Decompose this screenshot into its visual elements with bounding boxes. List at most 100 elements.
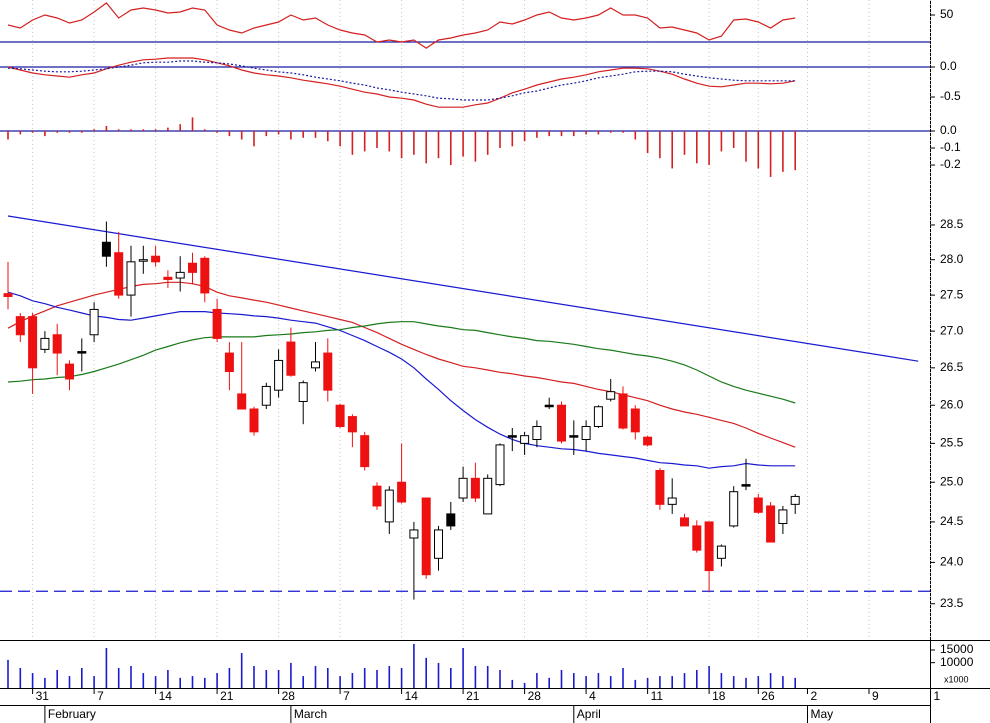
candle-body [274,359,284,391]
y-tick-label: -0.2 [940,157,961,171]
candle-body [101,241,111,257]
month-label: February [48,707,96,721]
candle-body [704,521,714,572]
month-label: March [294,707,327,721]
candle-body [298,382,308,402]
y-tick-label: 50 [940,7,954,21]
candle-body [249,408,259,433]
candle-body [212,308,222,339]
candle-body [151,255,161,263]
candle-body [224,352,234,373]
y-tick-label: 0.0 [940,59,957,73]
candle-body [458,477,468,499]
candle-body [507,435,517,438]
candle-body [790,495,800,505]
candle-body [77,351,87,354]
candle-body [630,408,640,433]
candle-body [163,276,173,280]
candle-body [175,271,185,279]
y-tick-label: 26.5 [940,360,964,374]
series-line [7,57,796,108]
x-tick-label: 4 [589,689,596,703]
x-tick-label: 7 [343,689,350,703]
x-tick-label: 14 [159,689,173,703]
series-line [7,60,796,101]
candle-body [557,404,566,442]
candle-body [470,477,480,499]
candle-body [544,404,554,408]
x-tick-label: 7 [97,689,104,703]
candle-body [52,334,62,354]
y-tick-label: 25.0 [940,474,964,488]
candle-body [311,361,320,369]
candle-body [446,513,456,527]
y-tick-label: 24.5 [940,514,964,528]
x-tick-label: 9 [872,689,879,703]
x-tick-label: 28 [282,689,296,703]
candle-body [569,435,579,438]
candle-body [729,491,739,527]
x-tick-label: 26 [761,689,775,703]
y-tick-label: -0.1 [940,140,961,154]
x-tick-label: 28 [528,689,542,703]
x-tick-label: 11 [651,689,664,703]
candle-body [15,316,25,336]
x-tick-label: 14 [405,689,419,703]
candle-body [286,341,296,376]
y-tick-label: 28.5 [940,217,964,231]
candle-body [434,529,443,559]
candle-body [372,485,382,507]
x-tick-label: 21 [220,689,234,703]
x-tick-label: 18 [712,689,726,703]
x-tick-label: 1 [934,689,941,703]
candle-body [360,435,370,468]
candle-body [753,497,763,513]
candle-body [495,444,505,486]
candle-body [114,252,124,296]
series-line [7,2,796,49]
candle-body [766,505,776,543]
x-tick-label: 31 [36,689,50,703]
candle-body [200,257,210,294]
candle-body [778,509,788,525]
candle-body [28,316,38,369]
candle-body [606,391,616,400]
candle-body [716,545,726,559]
candle-body [692,525,702,551]
y-tick-label: 27.5 [940,287,964,301]
candle-body [655,469,665,505]
candle-body [65,363,74,380]
candle-body [237,393,247,410]
candle-body [40,337,50,350]
month-label: April [577,707,601,721]
candle-body [618,393,628,429]
candle-body [483,477,493,515]
candle-body [593,406,603,427]
candle-body [741,484,751,487]
candle-body [261,385,271,406]
candle-body [667,497,677,505]
candle-body [384,489,394,523]
y-tick-label: 0.0 [940,123,957,137]
y-tick-label: -0.5 [940,89,961,103]
y-tick-label: 28.0 [940,252,964,266]
candle-body [397,481,407,503]
series-line [7,291,796,469]
y-tick-label: 25.5 [940,436,964,450]
candle-body [335,404,345,427]
month-label: May [811,707,834,721]
candle-body [421,497,431,576]
candle-body [643,436,653,446]
candle-body [581,425,591,441]
unit-label: x1000 [944,674,969,684]
y-tick-label: 26.0 [940,397,964,411]
candle-body [126,261,136,296]
trendline [7,215,919,362]
series-line [7,321,796,404]
candle-body [347,416,357,433]
y-tick-label: 10000 [940,655,974,669]
candle-body [138,259,148,262]
